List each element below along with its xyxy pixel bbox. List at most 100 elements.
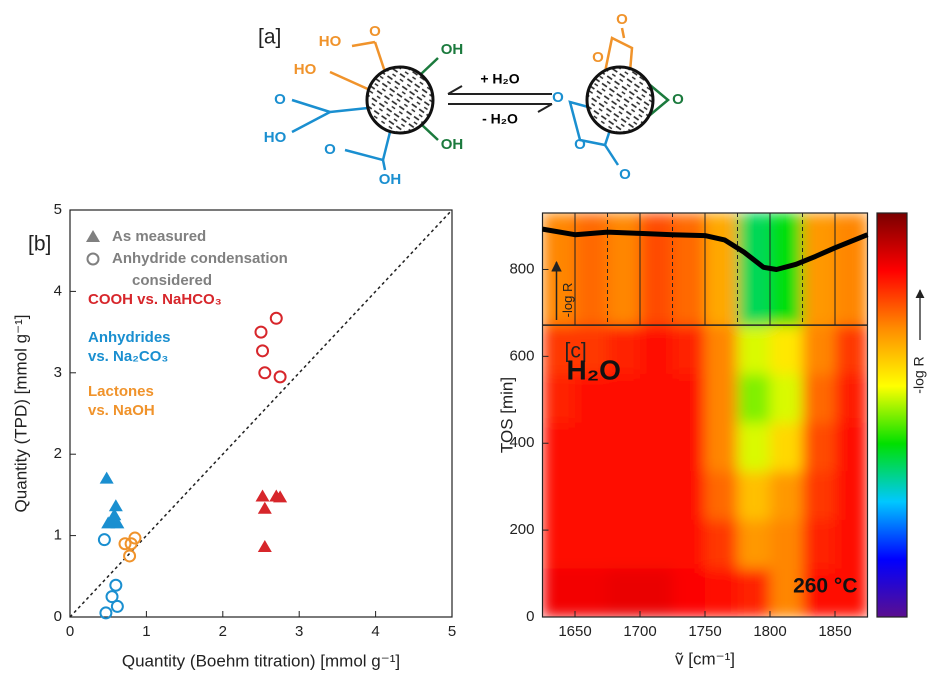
x-tick-label: 0 bbox=[66, 623, 74, 640]
y-tick-label: 2 bbox=[54, 445, 62, 462]
heatmap-cell bbox=[575, 519, 608, 569]
heatmap-cell bbox=[640, 213, 673, 326]
plot-frame bbox=[541, 212, 869, 618]
x-tick-label: 5 bbox=[448, 623, 456, 640]
heatmap-cell bbox=[737, 325, 771, 375]
heatmap-cell bbox=[575, 373, 608, 423]
point bbox=[254, 325, 268, 339]
legend-label: Anhydride condensation considered bbox=[112, 250, 288, 289]
heatmap-cell bbox=[640, 325, 673, 375]
x-tick-label: 1750 bbox=[688, 623, 721, 640]
colorbar-label: -log R bbox=[911, 356, 927, 393]
point bbox=[256, 344, 270, 358]
heatmap-cell bbox=[802, 568, 836, 617]
heatmap-cell bbox=[607, 471, 641, 521]
heatmap-cell bbox=[575, 213, 608, 326]
point bbox=[101, 516, 116, 529]
heatmap-cell bbox=[542, 471, 576, 521]
point bbox=[97, 533, 111, 547]
y-tick-label: 800 bbox=[509, 260, 534, 277]
annotation: COOH vs. NaHCO₃ bbox=[88, 291, 222, 308]
y-tick-label: 5 bbox=[54, 201, 62, 218]
heatmap-cell bbox=[640, 373, 673, 423]
heatmap-cell bbox=[737, 373, 771, 423]
heatmap-cell bbox=[705, 325, 738, 375]
heatmap-cell bbox=[575, 568, 608, 617]
heatmap-cell bbox=[835, 471, 868, 521]
heatmap-cell bbox=[737, 422, 771, 472]
x-tick-label: 1650 bbox=[558, 623, 591, 640]
heatmap-cell bbox=[672, 471, 706, 521]
reverse-label: - H₂O bbox=[482, 111, 518, 127]
heatmap-cell bbox=[737, 471, 771, 521]
heatmap-cell bbox=[672, 213, 706, 326]
group-label: O bbox=[274, 91, 286, 108]
heatmap-cell bbox=[770, 422, 803, 472]
heatmap-cell bbox=[802, 422, 836, 472]
x-axis-label: ṽ [cm⁻¹] bbox=[675, 649, 735, 668]
heatmap-field bbox=[542, 213, 868, 617]
heatmap-cell bbox=[705, 471, 738, 521]
x-tick-label: 3 bbox=[295, 623, 303, 640]
group-label: HO bbox=[294, 61, 317, 78]
y-tick-label: 1 bbox=[54, 527, 62, 544]
heatmap-cell bbox=[770, 373, 803, 423]
point bbox=[269, 311, 283, 325]
heatmap-cell bbox=[705, 519, 738, 569]
annotation: 260 °C bbox=[793, 575, 857, 598]
y-tick-label: 200 bbox=[509, 521, 534, 538]
heatmap-cell bbox=[835, 325, 868, 375]
plot-frame-b bbox=[69, 209, 453, 618]
heatmap-cell bbox=[835, 568, 868, 617]
heatmap-cell bbox=[672, 373, 706, 423]
y-axis-label: TOS [min] bbox=[497, 377, 516, 453]
y-axis-label: Quantity (TPD) [mmol g⁻¹] bbox=[11, 315, 30, 513]
point bbox=[110, 516, 125, 529]
heatmap-cell bbox=[672, 568, 706, 617]
heatmap-cells bbox=[542, 213, 868, 617]
heatmap-cell bbox=[802, 213, 836, 326]
group-label: OH bbox=[441, 41, 464, 58]
point bbox=[105, 590, 119, 604]
heatmap-cell bbox=[640, 519, 673, 569]
legend-marker bbox=[86, 252, 100, 266]
panel-label: [a] bbox=[258, 26, 281, 49]
point bbox=[128, 531, 142, 545]
point bbox=[118, 537, 132, 551]
heatmap-cell bbox=[802, 325, 836, 375]
point bbox=[110, 599, 124, 613]
point bbox=[99, 471, 114, 484]
annotation: vs. Na₂CO₃ bbox=[88, 348, 168, 365]
point bbox=[257, 539, 272, 552]
heatmap-cell bbox=[575, 471, 608, 521]
heatmap-cell bbox=[737, 568, 771, 617]
x-axis-label: Quantity (Boehm titration) [mmol g⁻¹] bbox=[122, 651, 400, 670]
heatmap-cell bbox=[705, 373, 738, 423]
group-label: HO bbox=[319, 33, 342, 50]
heatmap-cell bbox=[705, 568, 738, 617]
point bbox=[123, 549, 137, 563]
heatmap-cell bbox=[770, 325, 803, 375]
panel-label: [c] bbox=[565, 340, 587, 363]
heatmap-cell bbox=[770, 519, 803, 569]
point bbox=[257, 501, 272, 514]
spectrum-label: -log R bbox=[560, 283, 575, 318]
heatmap-cell bbox=[672, 519, 706, 569]
point bbox=[255, 489, 270, 502]
heatmap-cell bbox=[835, 422, 868, 472]
group-label: HO bbox=[264, 129, 287, 146]
heatmap-cell bbox=[607, 373, 641, 423]
group-label: O bbox=[574, 136, 586, 153]
y-tick-label: 400 bbox=[509, 434, 534, 451]
heatmap-cell bbox=[607, 519, 641, 569]
group-label: OH bbox=[441, 136, 464, 153]
annotation: vs. NaOH bbox=[88, 402, 155, 419]
heatmap-cell bbox=[705, 422, 738, 472]
heatmap-cell bbox=[802, 519, 836, 569]
heatmap-cell bbox=[672, 325, 706, 375]
heatmap-cell bbox=[770, 568, 803, 617]
y-tick-label: 600 bbox=[509, 347, 534, 364]
heatmap-cell bbox=[770, 471, 803, 521]
heatmap-cell bbox=[802, 373, 836, 423]
